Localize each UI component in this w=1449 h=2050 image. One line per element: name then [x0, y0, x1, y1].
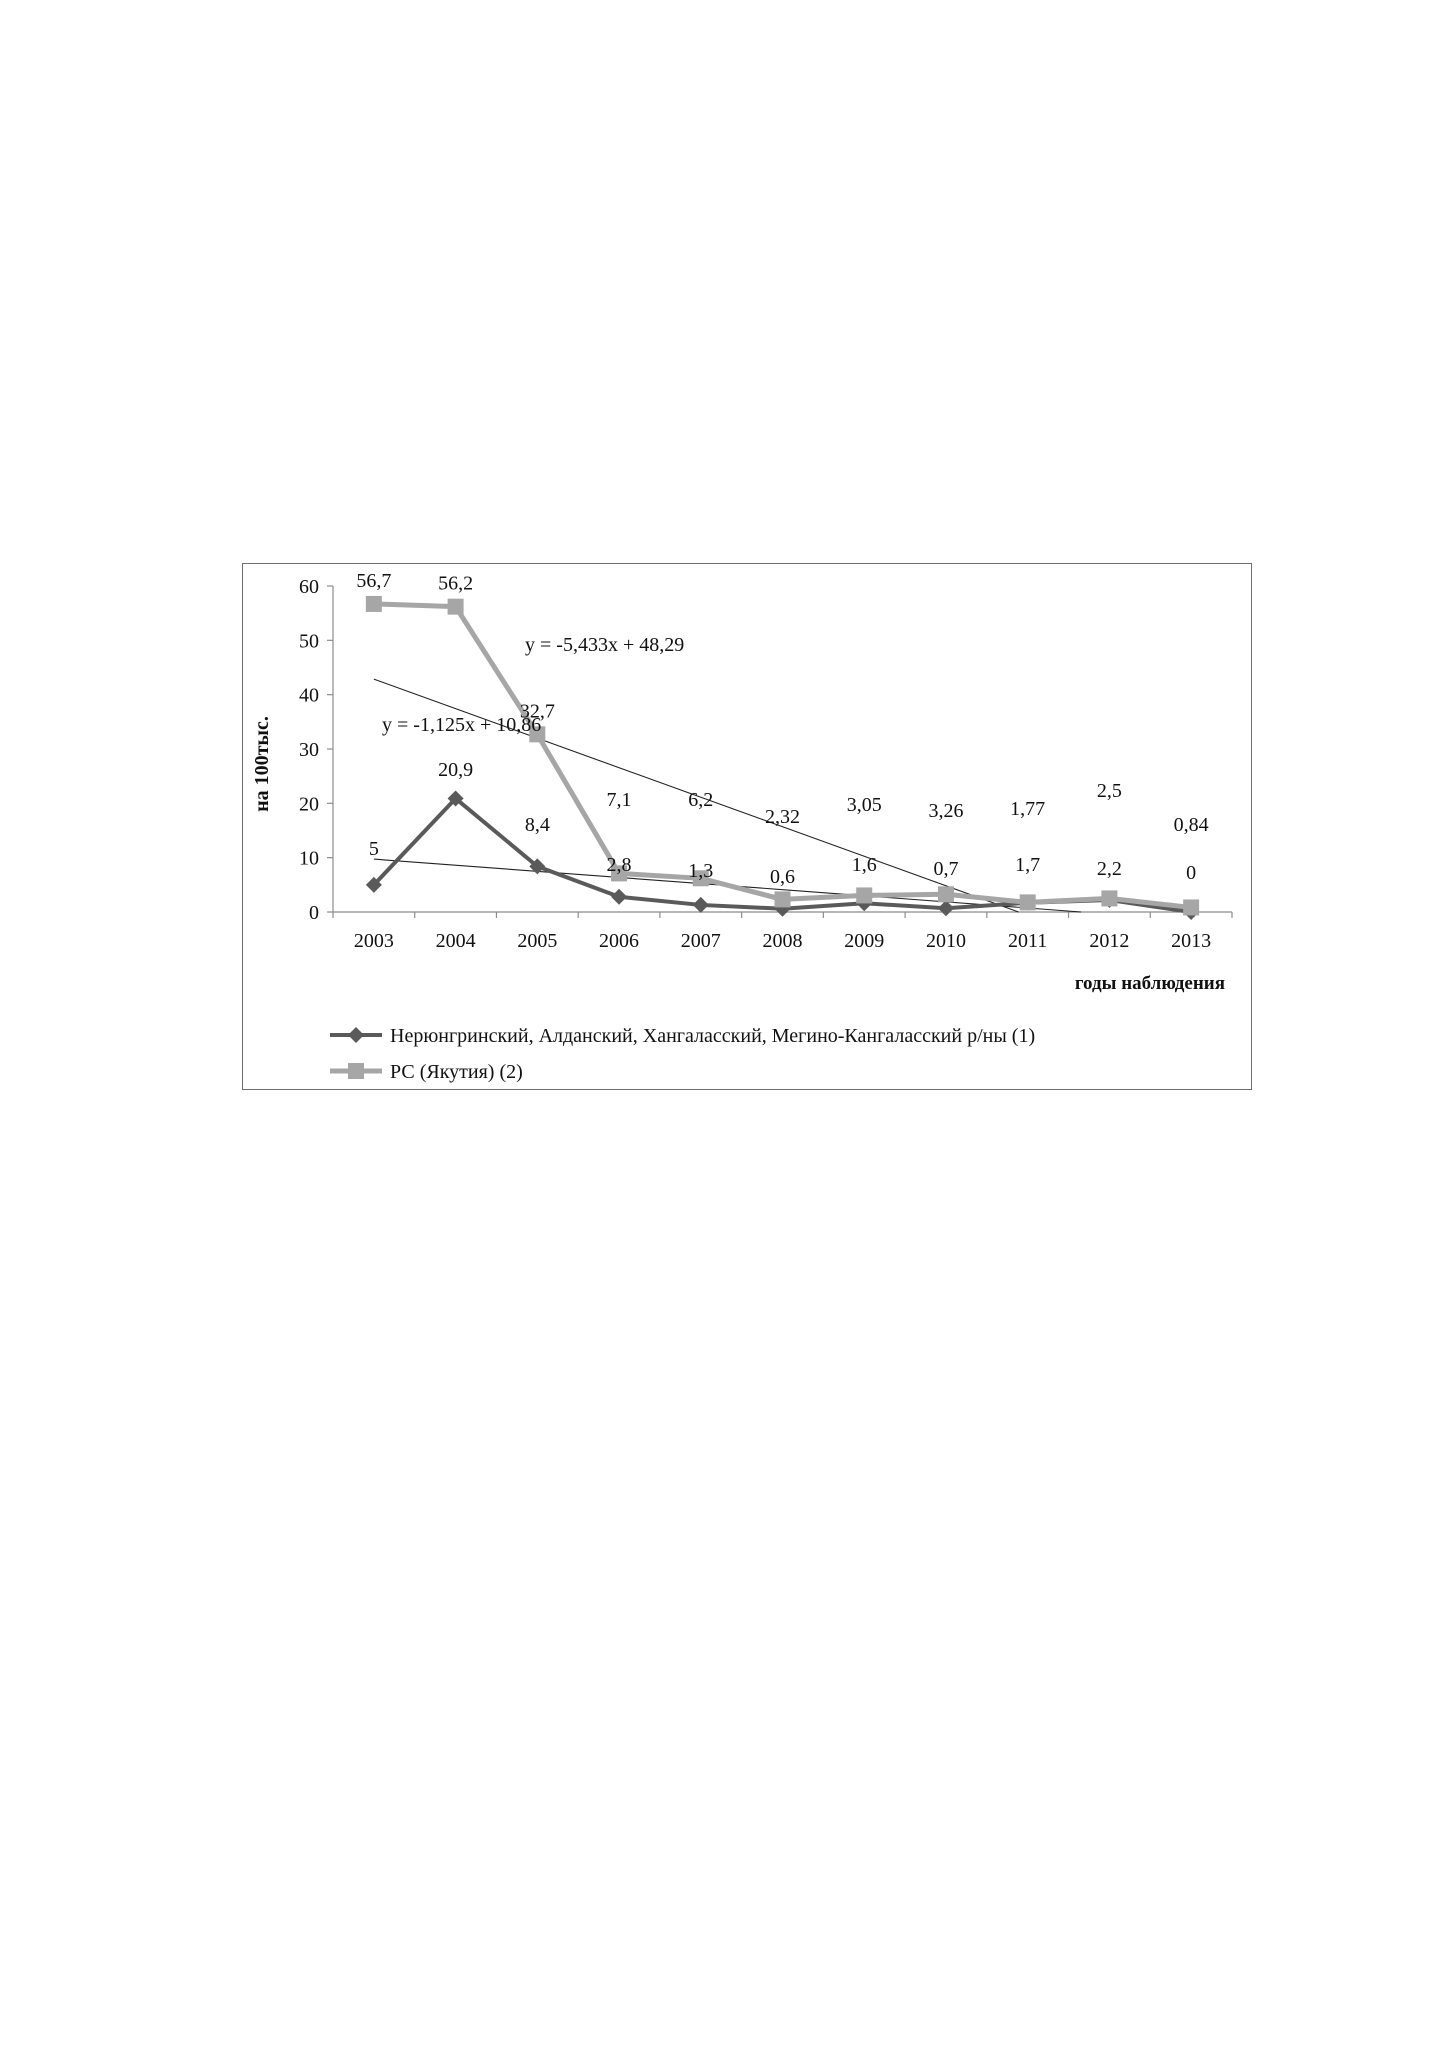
- x-tick-label: 2011: [1008, 930, 1047, 952]
- series-line-2: [373, 601, 1192, 910]
- data-label-series-1: 20,9: [438, 759, 473, 781]
- data-point-square: [1183, 899, 1200, 916]
- data-point-square: [529, 726, 546, 743]
- data-point-square: [937, 886, 954, 903]
- y-tick-label: 60: [299, 576, 319, 598]
- data-label-series-2: 56,2: [438, 573, 473, 595]
- trendline-equation-1: y = -1,125x + 10,86: [382, 714, 541, 736]
- data-label-series-1: 2,2: [1097, 858, 1122, 880]
- legend-label-2: РС (Якутия) (2): [390, 1061, 523, 1083]
- y-tick-label: 40: [299, 685, 319, 707]
- y-axis-label: на 100тыс.: [251, 716, 273, 812]
- data-point-diamond: [611, 888, 628, 905]
- data-labels: 56,7 56,2 32,7 7,1 6,2 2,32 3,05 3,26 1,77 2,5 0,8…: [356, 570, 1208, 888]
- data-label-series-2: 3,05: [847, 794, 882, 816]
- trendline-0: [373, 678, 1019, 913]
- chart-series: [365, 595, 1200, 920]
- x-tick-label: 2005: [517, 930, 557, 952]
- x-tick-label: 2004: [436, 930, 476, 952]
- data-point-square: [692, 870, 709, 887]
- data-label-series-1: 8,4: [525, 814, 550, 836]
- x-tick-label: 2008: [763, 930, 803, 952]
- x-tick-label: 2010: [926, 930, 966, 952]
- data-point-diamond: [937, 900, 954, 917]
- data-label-series-2: 1,77: [1010, 798, 1045, 820]
- data-label-series-1: 1,3: [688, 860, 713, 882]
- data-point-square: [365, 595, 382, 612]
- y-tick-label: 30: [299, 739, 319, 761]
- data-label-series-1: 1,7: [1015, 854, 1040, 876]
- data-label-series-2: 2,5: [1097, 780, 1122, 802]
- data-label-series-2: 7,1: [607, 789, 632, 811]
- x-axis-label: годы наблюдения: [1075, 973, 1225, 994]
- x-tick-label: 2009: [844, 930, 884, 952]
- data-point-square: [447, 598, 464, 615]
- x-tick-label: 2007: [681, 930, 721, 952]
- y-tick-label: 10: [299, 848, 319, 870]
- x-tick-label: 2012: [1089, 930, 1129, 952]
- y-tick-label: 20: [299, 793, 319, 815]
- data-point-square: [1019, 894, 1036, 911]
- legend-label-1: Нерюнгринский, Алданский, Хангаласский, …: [390, 1025, 1035, 1047]
- x-tick-label: 2013: [1171, 930, 1211, 952]
- data-label-series-1: 0,6: [770, 866, 795, 888]
- data-label-series-1: 1,6: [852, 854, 877, 876]
- data-point-square: [1101, 890, 1118, 907]
- data-point-square: [856, 887, 873, 904]
- chart-frame: [242, 563, 1252, 1090]
- y-tick-label: 0: [309, 902, 319, 924]
- data-label-series-2: 2,32: [765, 806, 800, 828]
- data-label-series-2: 56,7: [356, 570, 391, 592]
- data-point-square: [774, 891, 791, 908]
- data-label-series-1: 2,8: [607, 854, 632, 876]
- data-label-series-1: 0,7: [933, 858, 958, 880]
- data-point-diamond: [692, 896, 709, 913]
- x-tick-label: 2003: [354, 930, 394, 952]
- legend-marker-diamond: [348, 1027, 364, 1043]
- data-label-series-2: 32,7: [520, 700, 555, 722]
- data-label-series-2: 0,84: [1174, 814, 1209, 836]
- data-point-diamond: [365, 876, 382, 893]
- trendline-equation-2: y = -5,433x + 48,29: [525, 634, 684, 656]
- data-label-series-2: 6,2: [688, 789, 713, 811]
- y-tick-label: 50: [299, 630, 319, 652]
- data-point-diamond: [529, 858, 546, 875]
- data-point-square: [611, 865, 628, 882]
- data-label-series-1: 0: [1186, 862, 1196, 884]
- data-point-diamond: [447, 790, 464, 807]
- chart-legend: Нерюнгринский, Алданский, Хангаласский, …: [330, 1025, 1035, 1083]
- data-label-series-1: 5: [369, 838, 379, 860]
- data-label-series-2: 3,26: [928, 800, 963, 822]
- legend-marker-square: [348, 1063, 364, 1079]
- x-tick-label: 2006: [599, 930, 639, 952]
